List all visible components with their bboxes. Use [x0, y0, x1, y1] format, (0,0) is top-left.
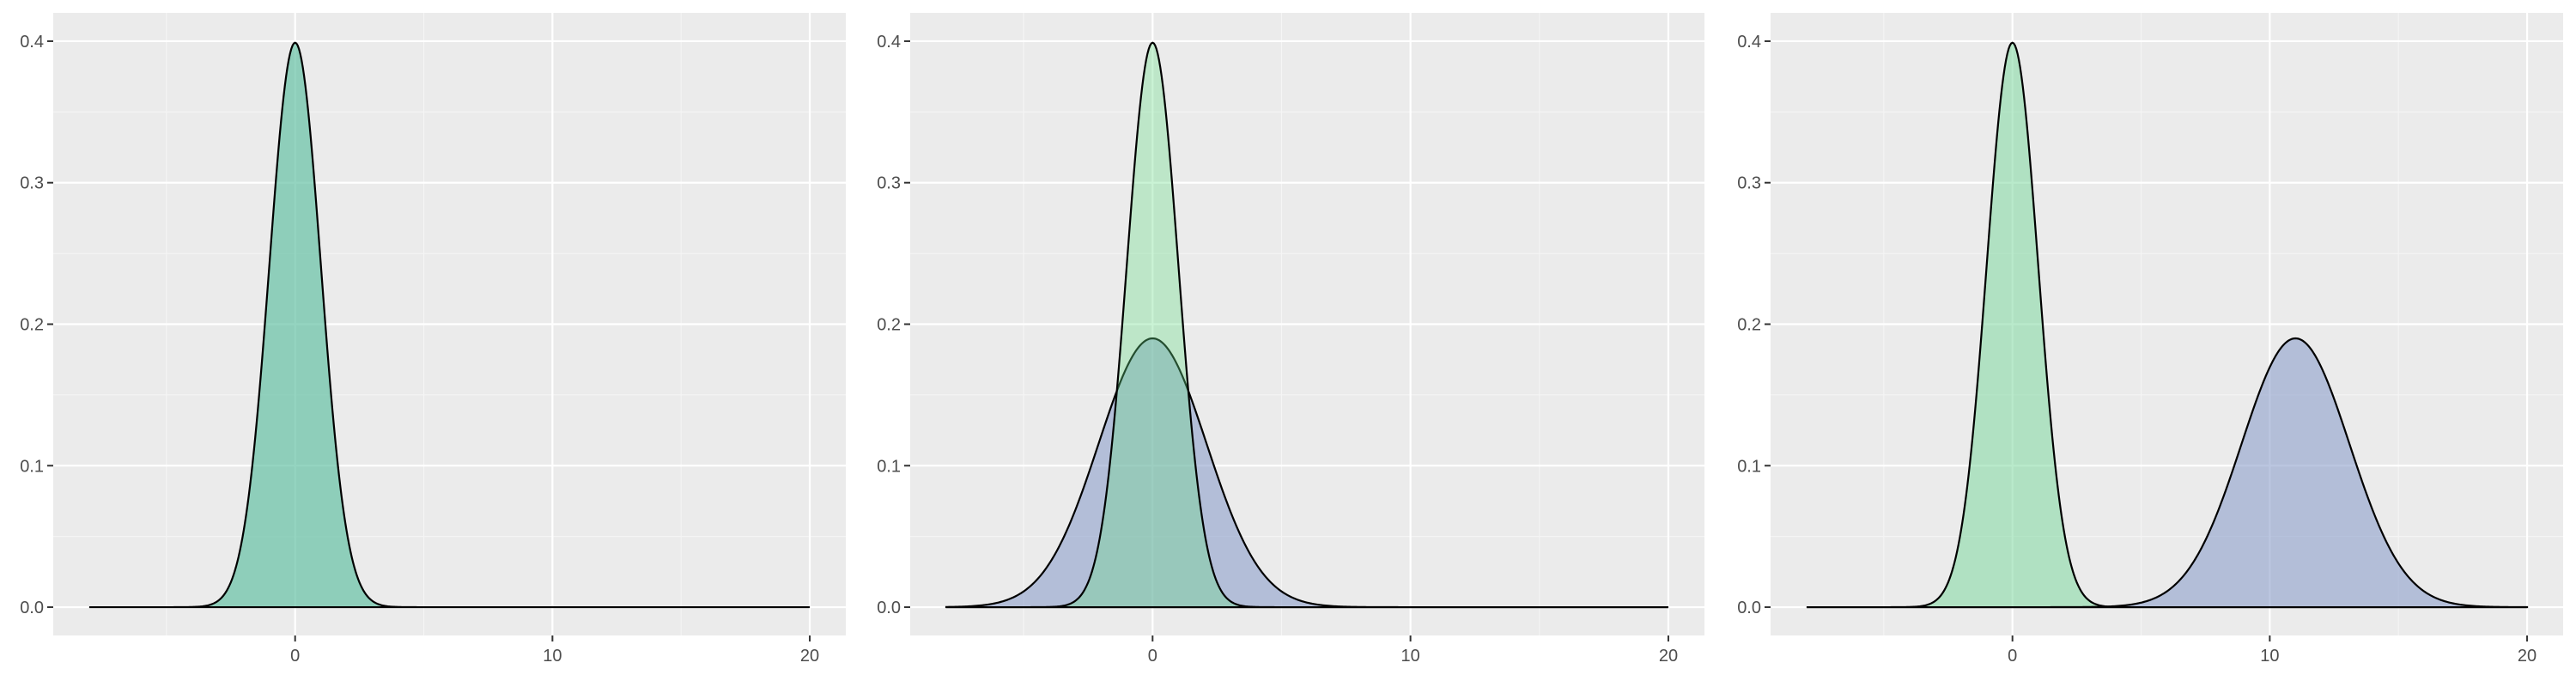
y-tick-label: 0.0	[1737, 599, 1761, 617]
density-area-series-1	[88, 41, 811, 609]
chart-panel-middle: 0 10 20 0.0 0.1 0.2 0.3 0.4	[877, 13, 1704, 666]
y-tick-label: 0.4	[877, 33, 901, 52]
density-area-series-2	[946, 41, 1668, 609]
x-tick-label: 10	[543, 647, 562, 666]
x-tick-label: 20	[2518, 647, 2537, 666]
x-tick-label: 0	[290, 647, 300, 666]
x-tick-label: 0	[1148, 647, 1157, 666]
y-tick-label: 0.1	[1737, 457, 1761, 476]
y-tick-label: 0.3	[877, 174, 901, 193]
x-tick-label: 10	[2260, 647, 2279, 666]
y-tick-label: 0.2	[20, 316, 44, 335]
y-tick-label: 0.1	[877, 457, 901, 476]
y-tick-label: 0.2	[1737, 316, 1761, 335]
x-tick-label: 20	[800, 647, 819, 666]
y-tick-label: 0.0	[877, 599, 901, 617]
y-tick-label: 0.1	[20, 457, 44, 476]
y-tick-label: 0.4	[1737, 33, 1761, 52]
x-tick-label: 10	[1401, 647, 1420, 666]
density-area-series-2	[1806, 337, 2529, 609]
x-tick-label: 0	[2008, 647, 2017, 666]
y-tick-label: 0.2	[877, 316, 901, 335]
chart-panel-right: 0 10 20 0.0 0.1 0.2 0.3 0.4	[1737, 13, 2563, 666]
chart-panel-left: 0 10 20 0.0 0.1 0.2 0.3 0.4	[20, 13, 846, 666]
y-tick-label: 0.4	[20, 33, 44, 52]
x-tick-label: 20	[1659, 647, 1678, 666]
y-tick-label: 0.0	[20, 599, 44, 617]
y-tick-label: 0.3	[1737, 174, 1761, 193]
y-tick-label: 0.3	[20, 174, 44, 193]
